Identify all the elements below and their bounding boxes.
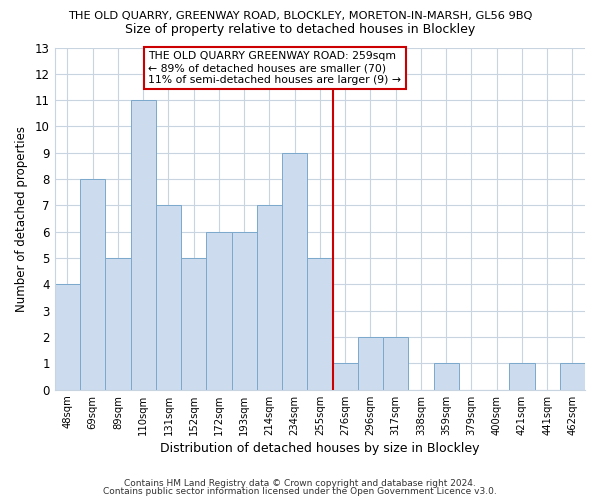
Bar: [206, 232, 232, 390]
Bar: [131, 100, 156, 390]
Bar: [282, 153, 307, 390]
Bar: [80, 179, 106, 390]
Bar: [232, 232, 257, 390]
Bar: [383, 337, 408, 390]
Bar: [55, 284, 80, 390]
Bar: [181, 258, 206, 390]
Bar: [434, 364, 459, 390]
Text: Size of property relative to detached houses in Blockley: Size of property relative to detached ho…: [125, 22, 475, 36]
X-axis label: Distribution of detached houses by size in Blockley: Distribution of detached houses by size …: [160, 442, 479, 455]
Y-axis label: Number of detached properties: Number of detached properties: [15, 126, 28, 312]
Text: THE OLD QUARRY, GREENWAY ROAD, BLOCKLEY, MORETON-IN-MARSH, GL56 9BQ: THE OLD QUARRY, GREENWAY ROAD, BLOCKLEY,…: [68, 11, 532, 21]
Bar: [106, 258, 131, 390]
Bar: [560, 364, 585, 390]
Text: THE OLD QUARRY GREENWAY ROAD: 259sqm
← 89% of detached houses are smaller (70)
1: THE OLD QUARRY GREENWAY ROAD: 259sqm ← 8…: [148, 52, 401, 84]
Bar: [156, 206, 181, 390]
Bar: [257, 206, 282, 390]
Text: Contains public sector information licensed under the Open Government Licence v3: Contains public sector information licen…: [103, 487, 497, 496]
Bar: [332, 364, 358, 390]
Bar: [509, 364, 535, 390]
Bar: [358, 337, 383, 390]
Text: Contains HM Land Registry data © Crown copyright and database right 2024.: Contains HM Land Registry data © Crown c…: [124, 478, 476, 488]
Bar: [307, 258, 332, 390]
